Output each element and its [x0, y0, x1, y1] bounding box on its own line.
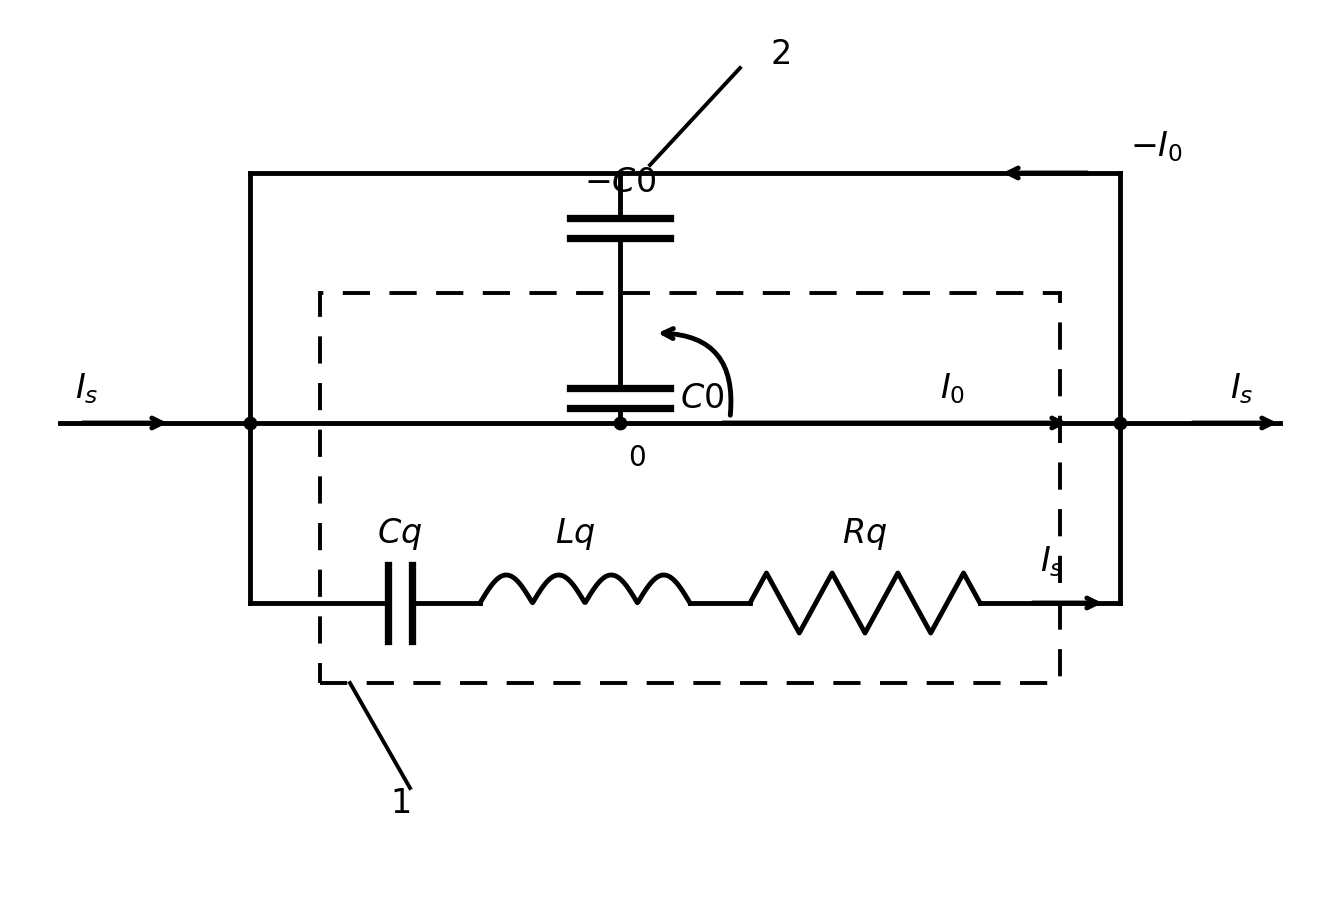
Text: $Rq$: $Rq$ — [843, 516, 887, 552]
Point — [1109, 416, 1130, 431]
Text: $I_s$: $I_s$ — [1040, 544, 1063, 578]
Text: $Cq$: $Cq$ — [378, 516, 422, 552]
Point — [239, 416, 261, 431]
Text: $I_0$: $I_0$ — [939, 371, 965, 405]
Point — [609, 416, 630, 431]
Text: $1$: $1$ — [390, 787, 410, 820]
Text: $2$: $2$ — [770, 37, 790, 70]
Text: $0$: $0$ — [628, 443, 646, 471]
Text: $I_s$: $I_s$ — [75, 371, 98, 405]
Text: $I_s$: $I_s$ — [1230, 371, 1254, 405]
Text: $Lq$: $Lq$ — [555, 516, 595, 552]
Text: $-C0$: $-C0$ — [583, 166, 656, 199]
Text: $C0$: $C0$ — [680, 382, 724, 415]
Text: $-I_0$: $-I_0$ — [1130, 129, 1183, 163]
